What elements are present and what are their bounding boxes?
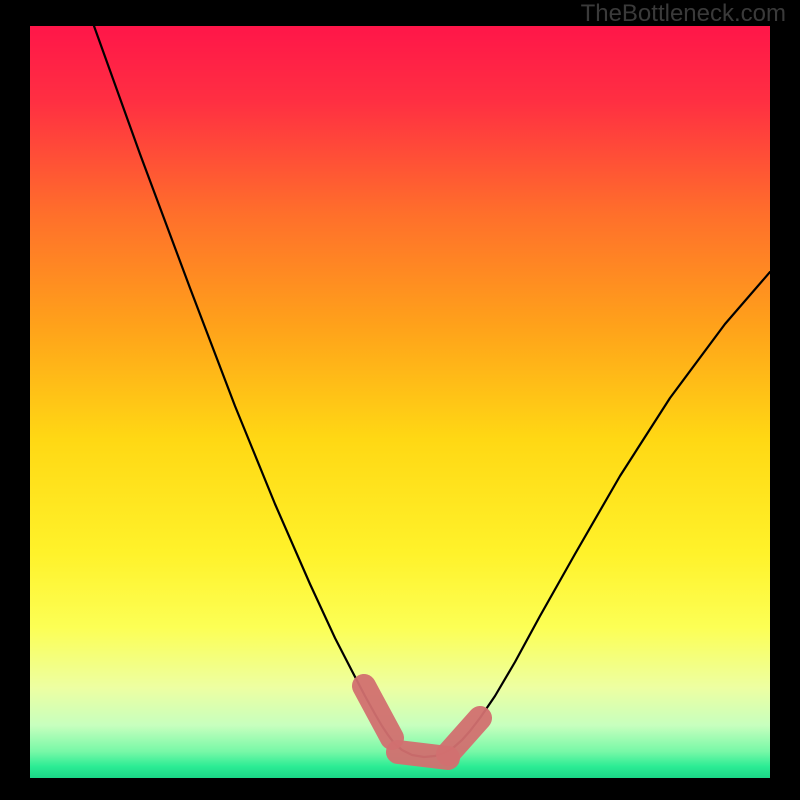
highlight-blob-0 [364,686,392,738]
plot-area [30,26,770,778]
bottleneck-curve [94,26,770,757]
chart-stage: TheBottleneck.com [0,0,800,800]
highlight-blob-2 [448,718,480,754]
watermark-text: TheBottleneck.com [581,0,786,28]
curve-layer [30,26,770,778]
